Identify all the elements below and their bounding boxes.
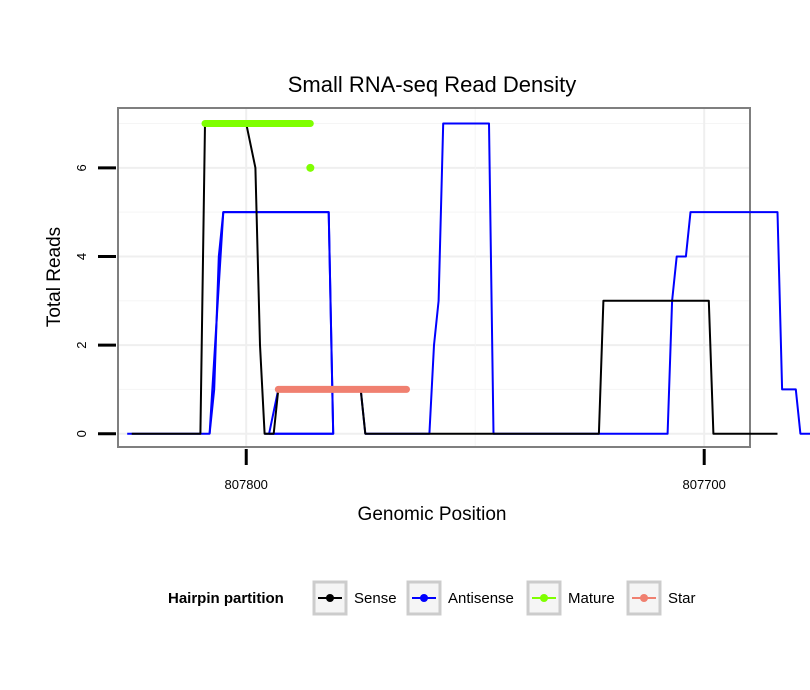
axes: 0 2 4 6 807800 807700 [74, 164, 726, 492]
series-layer [127, 120, 810, 435]
x-axis-title: Genomic Position [358, 504, 507, 525]
legend-label-star: Star [668, 590, 696, 607]
legend-key-point [420, 594, 428, 602]
y-tick-label: 4 [74, 253, 89, 260]
y-tick-label: 6 [74, 164, 89, 171]
y-tick-label: 2 [74, 341, 89, 348]
legend-title: Hairpin partition [168, 590, 284, 607]
x-tick-label: 807700 [683, 477, 726, 492]
legend-label-sense: Sense [354, 590, 397, 607]
legend-label-antisense: Antisense [448, 590, 514, 607]
chart-title: Small RNA-seq Read Density [288, 72, 577, 97]
legend-key-point [326, 594, 334, 602]
legend-key-point [640, 594, 648, 602]
y-axis-title: Total Reads [44, 227, 65, 327]
panel-border [117, 107, 751, 448]
x-tick-label: 807800 [225, 477, 268, 492]
series-point-mature [306, 163, 315, 172]
series-line-antisense [208, 211, 335, 435]
plot-panel [117, 107, 751, 448]
y-tick-label: 0 [74, 430, 89, 437]
legend-key-point [540, 594, 548, 602]
legend: Hairpin partition Sense Antisense Mature St… [168, 580, 696, 616]
legend-label-mature: Mature [568, 590, 615, 607]
